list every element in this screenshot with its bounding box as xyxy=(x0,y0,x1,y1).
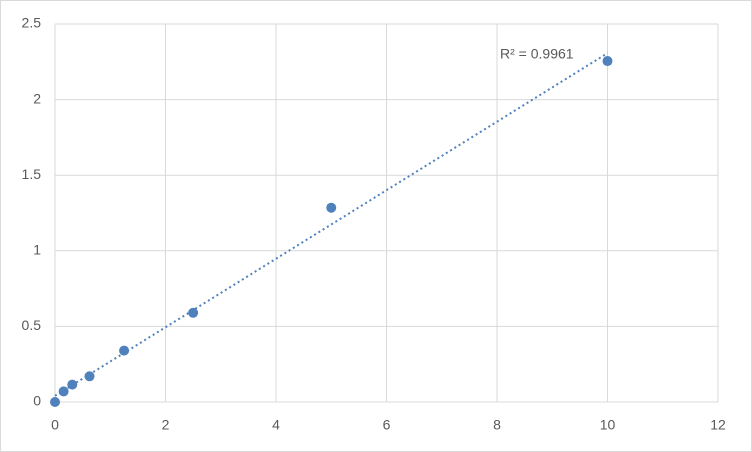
y-tick-label: 0 xyxy=(33,393,41,409)
trendline xyxy=(54,52,609,397)
y-tick-label: 1.5 xyxy=(22,166,42,182)
r-squared-annotation: R² = 0.9961 xyxy=(500,46,574,62)
x-tick-label: 12 xyxy=(710,417,726,433)
marks xyxy=(50,52,613,407)
data-point xyxy=(67,379,78,390)
y-tick-label: 2.5 xyxy=(22,15,42,31)
y-tick-label: 1 xyxy=(33,242,41,258)
y-tick-label: 0.5 xyxy=(22,317,42,333)
x-tick-label: 8 xyxy=(493,417,501,433)
x-tick-label: 6 xyxy=(383,417,391,433)
data-point xyxy=(119,345,130,356)
data-point xyxy=(602,56,613,67)
y-tick-label: 2 xyxy=(33,90,41,106)
data-point xyxy=(58,386,69,397)
x-tick-label: 10 xyxy=(600,417,616,433)
data-point xyxy=(326,202,337,213)
data-point xyxy=(50,397,60,407)
data-point xyxy=(188,307,199,318)
x-tick-label: 2 xyxy=(162,417,170,433)
x-tick-label: 4 xyxy=(272,417,280,433)
x-tick-label: 0 xyxy=(51,417,59,433)
data-point xyxy=(84,371,95,382)
